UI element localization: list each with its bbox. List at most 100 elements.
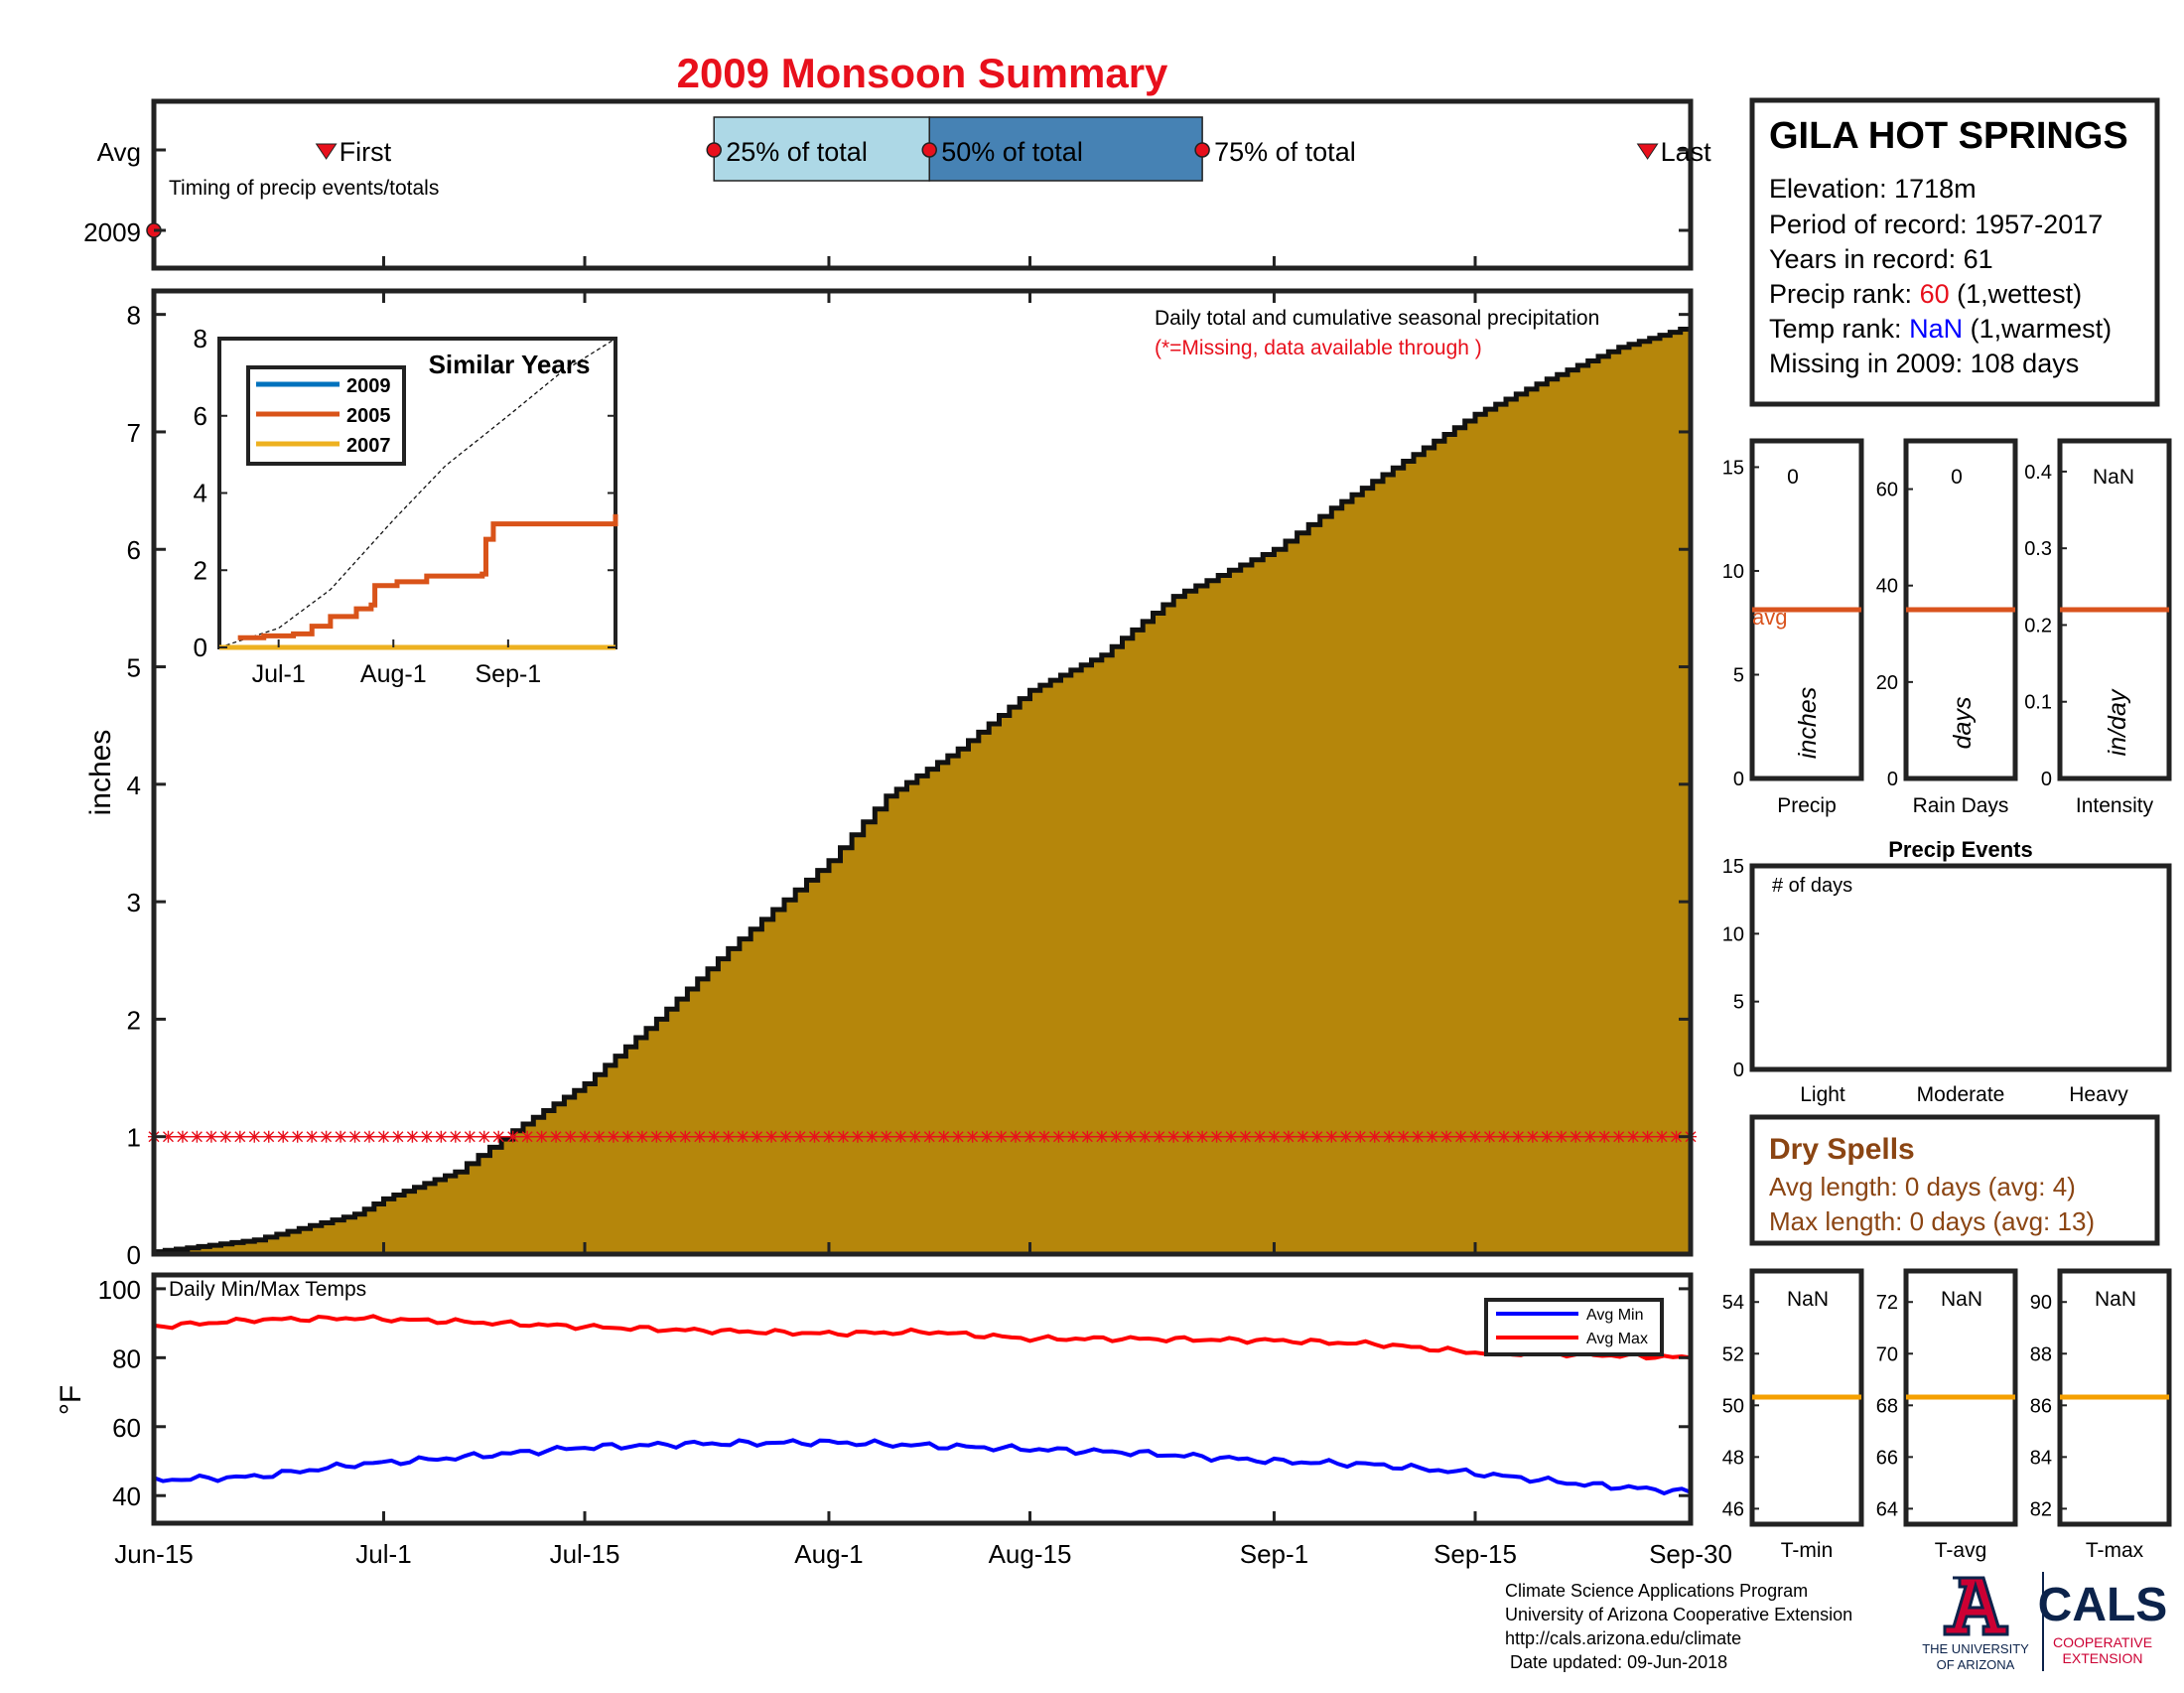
intensity-value: NaN [2093,466,2134,489]
missing-day-marker [1612,1130,1625,1143]
years-value: 61 [1964,244,1993,274]
inset-y-tick-label: 2 [194,555,207,585]
inset-average-curve [218,338,616,648]
legend-label-2007: 2007 [346,435,391,457]
precip-summary-y-axis: 0 5 10 15 [1722,457,1759,790]
rain-days-panel: 0 days Rain Days 0 20 40 60 [1876,438,2018,817]
missing-day-marker [1253,1130,1266,1143]
missing-day-marker [1656,1130,1669,1143]
footer-line-1: Climate Science Applications Program [1505,1581,1808,1601]
missing-day-marker [995,1130,1008,1143]
missing-day-marker [866,1130,879,1143]
missing-day-marker [391,1130,404,1143]
missing-day-marker [1052,1130,1065,1143]
inset-y-tick-label: 4 [194,479,207,508]
precip-y-tick-label: 3 [127,888,141,917]
avg-max-temp-line [153,1314,1692,1361]
precip-y-tick-label: 2 [127,1005,141,1035]
missing-day-marker [1368,1130,1381,1143]
missing-day-marker [708,1130,721,1143]
dry-spells-avg-length: Avg length: 0 days (avg: 4) [1769,1172,2076,1201]
footer-line-3: http://cals.arizona.edu/climate [1505,1628,1741,1648]
temp-legend-box [1484,1298,1664,1356]
precip-y-tick-label: 8 [127,301,141,331]
last-event-triangle [1636,143,1659,160]
date-x-tick-label: Aug-15 [989,1539,1072,1569]
missing-day-marker [1110,1130,1123,1143]
temp-rank-value: NaN [1909,314,1963,344]
precip-events-y-axis: 0 5 10 15 [1722,856,1759,1081]
missing-day-marker [822,1130,835,1143]
missing-day-marker [1196,1130,1209,1143]
logo-cooperative: COOPERATIVE [2053,1634,2152,1650]
missing-day-marker [248,1130,261,1143]
missing-day-marker [1412,1130,1425,1143]
missing-day-marker [420,1130,433,1143]
date-x-axis: Jun-15 Jul-1 Jul-15 Aug-1 Aug-15 Sep-1 Sep-15 S… [114,291,1732,1569]
missing-day-marker [737,1130,750,1143]
logo-cals: CALS [2038,1579,2168,1631]
percent-50-label: 50% of total [941,137,1083,167]
precip-total-value: 0 [1787,466,1799,489]
missing-day-marker [1297,1130,1309,1143]
missing-day-marker [162,1130,175,1143]
missing-day-marker [506,1130,519,1143]
missing-day-marker [679,1130,692,1143]
missing-day-marker [406,1130,419,1143]
missing-day-marker [1310,1130,1323,1143]
station-info-frame [1749,97,2160,407]
missing-day-marker [176,1130,189,1143]
timing-caption: Timing of precip events/totals [169,177,439,200]
intensity-panel-label: Intensity [2076,794,2154,817]
missing-day-marker [1225,1130,1238,1143]
missing-day-marker [1282,1130,1295,1143]
missing-day-marker [1268,1130,1281,1143]
missing-day-marker [1454,1130,1467,1143]
missing-day-marker [952,1130,965,1143]
missing-day-marker [1555,1130,1568,1143]
tavg-label: T-avg [1935,1539,1987,1562]
precip-events-tick-label: 15 [1722,856,1744,878]
elevation-value: 1718m [1894,174,1977,204]
missing-day-marker [1139,1130,1152,1143]
missing-day-marker [550,1130,563,1143]
logo-university-line-2: OF ARIZONA [1937,1657,2015,1672]
tmax-tick-label: 86 [2030,1395,2052,1417]
missing-day-marker [1010,1130,1023,1143]
missing-day-marker [535,1130,548,1143]
precip-summary-tick-label: 0 [1733,769,1744,790]
timing-panel: Avg 2009 Timing of precip events/totals … [83,98,1711,271]
missing-day-marker [1066,1130,1079,1143]
precip-y-tick-label: 6 [127,535,141,565]
date-x-tick-label: Jul-1 [355,1539,411,1569]
legend-label-avg-min: Avg Min [1586,1307,1644,1324]
missing-day-marker [607,1130,619,1143]
tmax-tick-label: 84 [2030,1447,2052,1469]
logo-extension: EXTENSION [2063,1650,2143,1666]
inset-x-tick-label: Jul-1 [252,660,306,688]
missing-day-marker [635,1130,648,1143]
tavg-tick-label: 68 [1876,1395,1898,1417]
missing-day-marker [1468,1130,1481,1143]
precip-summary-panel: avg 0 inches Precip 0 5 10 15 [1722,438,1864,817]
precip-events-tick-label: 0 [1733,1059,1744,1081]
date-x-tick-label: Sep-30 [1649,1539,1732,1569]
intensity-tick-label: 0.4 [2024,462,2052,484]
percent-25-marker [706,142,722,158]
rain-days-y-axis: 0 20 40 60 [1876,480,1913,790]
missing-day-marker [1483,1130,1496,1143]
missing-day-marker [1526,1130,1539,1143]
precip-events-frame [1749,863,2172,1072]
precip-avg-label: avg [1752,605,1787,630]
tmin-tick-label: 48 [1722,1447,1744,1469]
precip-unit-label: inches [1794,687,1822,759]
dry-spells-box: Dry Spells Avg length: 0 days (avg: 4) M… [1749,1114,2160,1246]
missing-day-marker [1440,1130,1453,1143]
event-category-light: Light [1800,1083,1845,1106]
temp-y-label: °F [55,1385,87,1415]
temp-plot-background [154,1275,1691,1523]
temp-y-tick-label: 60 [112,1413,141,1443]
tmin-label: T-min [1781,1539,1834,1562]
missing-day-marker [1512,1130,1525,1143]
missing-day-marker [1239,1130,1252,1143]
